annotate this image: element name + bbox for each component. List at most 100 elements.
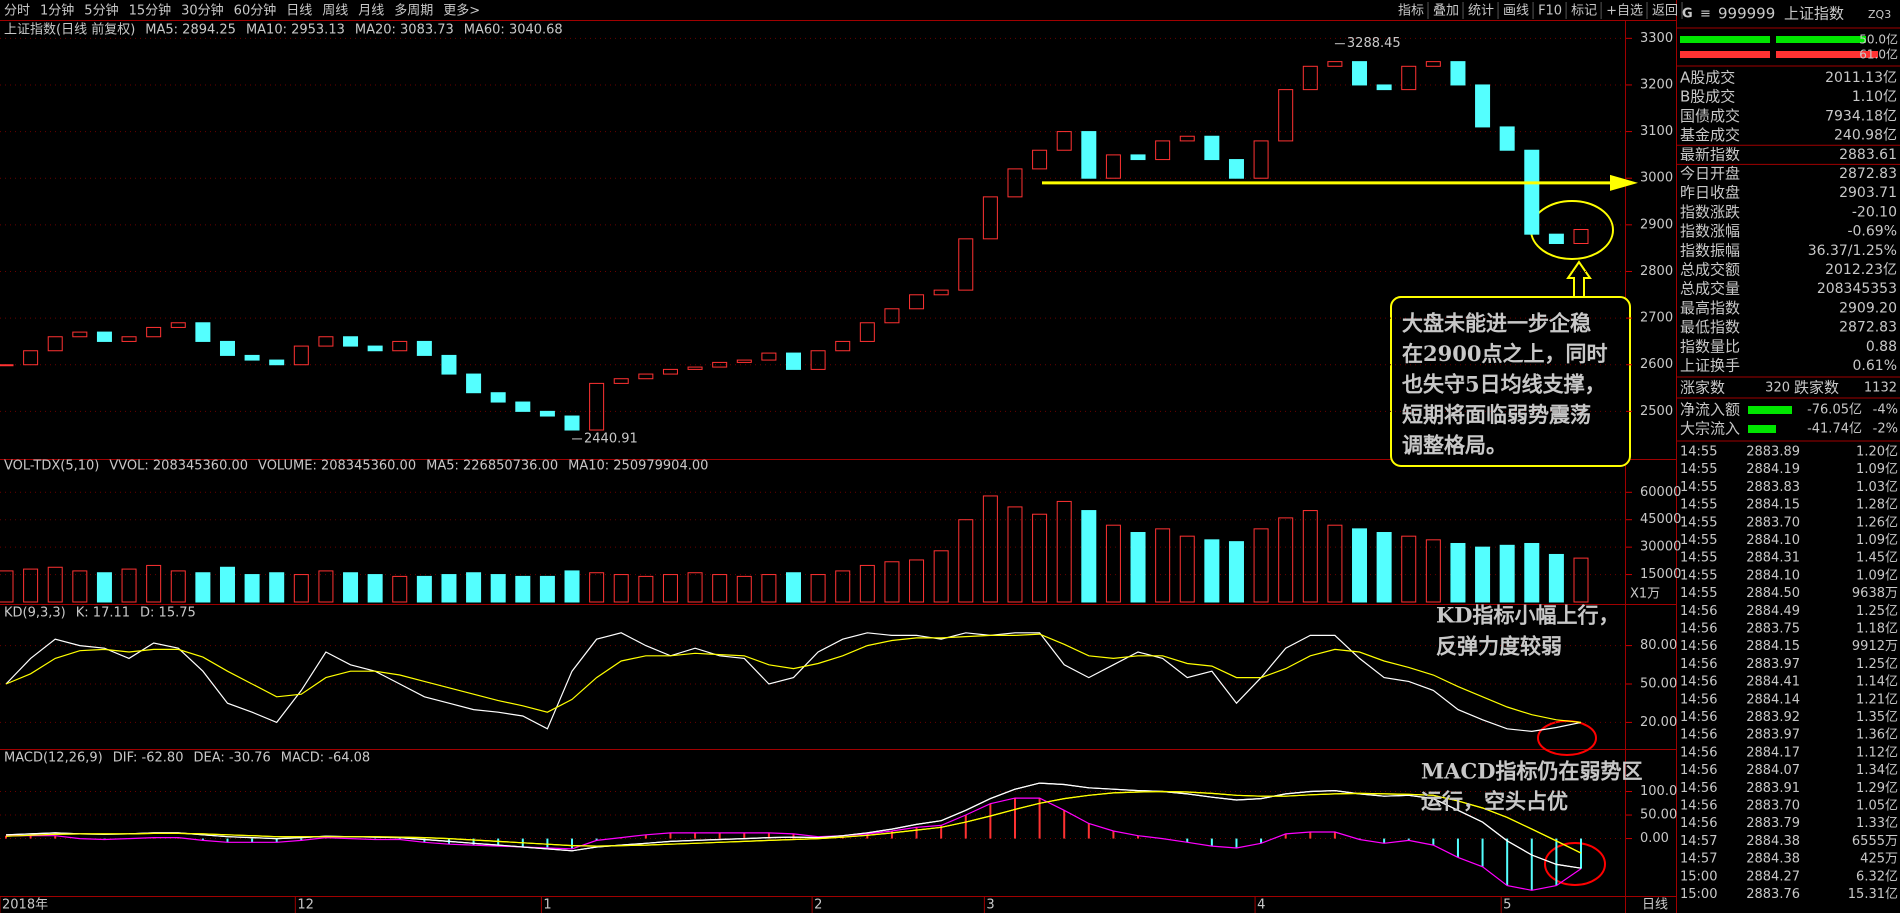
tool-button[interactable]: +自选 bbox=[1606, 4, 1643, 19]
trade-time: 14:55 bbox=[1680, 515, 1717, 530]
candle-up bbox=[982, 196, 998, 240]
stat-label: 今日开盘 bbox=[1680, 165, 1740, 183]
trade-price: 2884.15 bbox=[1746, 639, 1800, 654]
period-tab[interactable]: 1分钟 bbox=[40, 3, 74, 19]
period-tab[interactable]: 60分钟 bbox=[234, 3, 277, 19]
volume-bar bbox=[1425, 539, 1441, 603]
candle-up bbox=[835, 340, 851, 352]
y-tick-label: 3300 bbox=[1640, 31, 1673, 46]
legend-entry: VVOL: 208345360.00 bbox=[109, 459, 248, 474]
trade-price: 2884.41 bbox=[1746, 675, 1800, 690]
volume-bar bbox=[244, 574, 260, 603]
trade-time: 15:00 bbox=[1680, 887, 1717, 902]
tool-button[interactable]: 标记 bbox=[1571, 4, 1597, 19]
stat-value: -0.69% bbox=[1847, 224, 1897, 240]
stock-code: 999999 bbox=[1718, 5, 1775, 23]
trade-amount: 1.18亿 bbox=[1856, 622, 1898, 637]
candle-up bbox=[0, 364, 14, 367]
period-tab[interactable]: 15分钟 bbox=[129, 3, 172, 19]
trade-amount: 1.14亿 bbox=[1856, 675, 1898, 690]
tool-button[interactable]: 叠加 bbox=[1433, 4, 1459, 19]
period-tab[interactable]: 分时 bbox=[4, 4, 30, 19]
candle-down bbox=[219, 340, 235, 356]
trade-price: 2883.75 bbox=[1746, 622, 1800, 637]
stock-tag: ZQ3 bbox=[1868, 8, 1891, 21]
candle-down bbox=[466, 373, 482, 394]
tool-button[interactable]: 指标 bbox=[1398, 4, 1424, 19]
y-tick-label: 20.00 bbox=[1640, 715, 1677, 730]
candle-down bbox=[269, 359, 285, 366]
annotation-text: 短期将面临弱势震荡 bbox=[1402, 402, 1591, 427]
trade-amount: 6.32亿 bbox=[1856, 869, 1898, 884]
volume-bar bbox=[982, 495, 998, 603]
trade-price: 2883.97 bbox=[1746, 728, 1800, 743]
ratio-bar bbox=[1680, 51, 1770, 58]
tool-button[interactable]: 画线 bbox=[1503, 4, 1529, 19]
trade-time: 14:57 bbox=[1680, 852, 1717, 867]
tool-button[interactable]: 统计 bbox=[1468, 4, 1494, 19]
trade-amount: 1.03亿 bbox=[1856, 480, 1898, 495]
trade-amount: 425万 bbox=[1860, 852, 1898, 867]
breadth-label: 涨家数 bbox=[1680, 379, 1725, 397]
annotation-text: 调整格局。 bbox=[1402, 433, 1507, 458]
volume-bar bbox=[564, 570, 580, 603]
candle-down bbox=[1376, 84, 1392, 91]
tool-button[interactable]: F10 bbox=[1538, 4, 1562, 19]
volume-bar bbox=[515, 575, 531, 603]
flag: G bbox=[1682, 7, 1693, 22]
trade-time: 14:56 bbox=[1680, 816, 1717, 831]
legend-entry: MA5: 226850736.00 bbox=[426, 459, 558, 474]
flow-label: 大宗流入 bbox=[1680, 420, 1740, 438]
volume-bar bbox=[687, 572, 703, 603]
annotation-text: 也失守5日均线支撑， bbox=[1402, 372, 1606, 397]
period-tab[interactable]: 多周期 bbox=[394, 3, 433, 19]
candle-up bbox=[1253, 140, 1269, 179]
y-tick-label: 3100 bbox=[1640, 124, 1673, 139]
trade-amount: 1.45亿 bbox=[1856, 551, 1898, 566]
candle-down bbox=[1352, 61, 1368, 86]
trade-amount: 1.29亿 bbox=[1856, 781, 1898, 796]
candle-up bbox=[589, 382, 605, 431]
candle-up bbox=[1007, 168, 1023, 198]
stat-value: 240.98亿 bbox=[1834, 128, 1897, 144]
period-tab[interactable]: 月线 bbox=[358, 4, 384, 19]
arrow bbox=[1566, 260, 1592, 298]
candle-up bbox=[23, 350, 39, 366]
candle-up bbox=[958, 238, 974, 291]
volume-bar bbox=[662, 574, 678, 603]
trade-time: 14:56 bbox=[1680, 639, 1717, 654]
stat-label: B股成交 bbox=[1680, 88, 1735, 106]
x-tick-label: 12 bbox=[297, 898, 314, 913]
period-tab[interactable]: 30分钟 bbox=[181, 3, 224, 19]
annotation-text: KD指标小幅上行， bbox=[1436, 603, 1619, 628]
legend-entry: MA5: 2894.25 bbox=[145, 23, 236, 38]
candle-down bbox=[564, 415, 580, 431]
volume-bar bbox=[638, 575, 654, 603]
trade-amount: 1.05亿 bbox=[1856, 799, 1898, 814]
period-tab[interactable]: 日线 bbox=[286, 4, 312, 19]
candle-up bbox=[318, 336, 334, 347]
candle-up bbox=[121, 336, 137, 342]
period-tab[interactable]: 周线 bbox=[322, 4, 348, 19]
volume-bar bbox=[416, 575, 432, 603]
stat-value: 36.37/1.25% bbox=[1808, 243, 1897, 259]
period-tab[interactable]: 5分钟 bbox=[84, 3, 118, 19]
candle-up bbox=[1056, 131, 1072, 151]
candle-up bbox=[1302, 65, 1318, 91]
y-tick-label: 50.00 bbox=[1640, 677, 1677, 692]
menu-icon: ≡ bbox=[1700, 7, 1711, 22]
ratio-value: 61.0亿 bbox=[1859, 47, 1898, 62]
period-tab[interactable]: 更多> bbox=[443, 3, 480, 19]
candle-down bbox=[539, 410, 555, 417]
volume-bar bbox=[736, 575, 752, 603]
x-tick-label: 2 bbox=[814, 898, 822, 913]
tool-button[interactable]: 返回 bbox=[1652, 4, 1678, 19]
y-tick-label: 60000 bbox=[1640, 485, 1681, 500]
volume-bar bbox=[1155, 528, 1171, 603]
panel-title: 上证指数(日线 前复权) bbox=[4, 22, 135, 38]
legend-entry: MA10: 2953.13 bbox=[246, 23, 345, 38]
trade-time: 14:56 bbox=[1680, 692, 1717, 707]
volume-bar bbox=[712, 574, 728, 603]
candle-up bbox=[47, 336, 63, 352]
y-tick-label: 2800 bbox=[1640, 264, 1673, 279]
